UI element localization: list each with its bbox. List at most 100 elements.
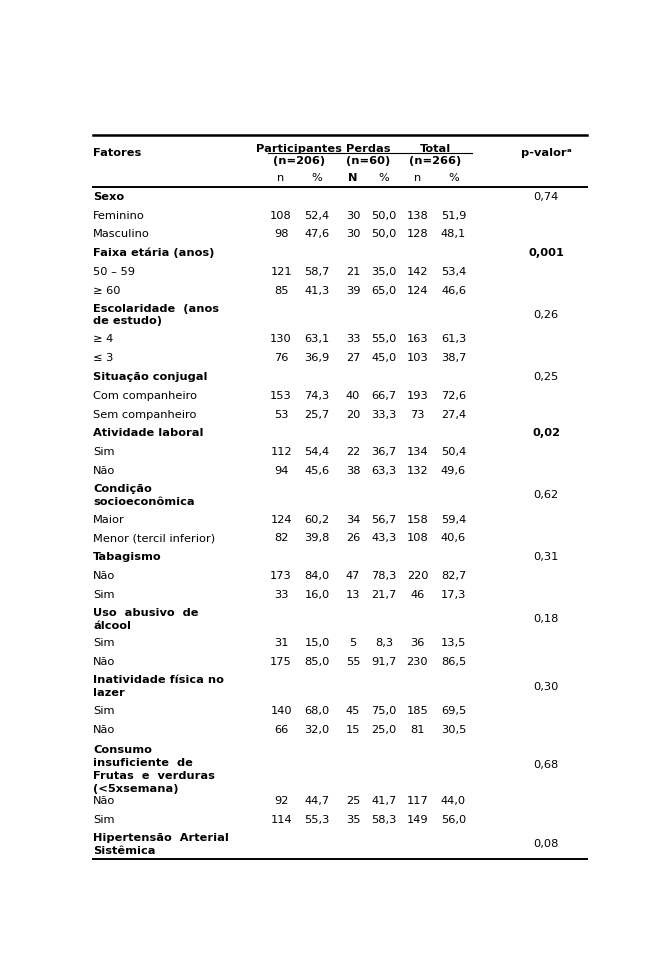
Text: Feminino: Feminino: [93, 211, 145, 221]
Text: 82,7: 82,7: [441, 571, 466, 581]
Text: 30: 30: [346, 229, 361, 239]
Text: ≥ 60: ≥ 60: [93, 286, 121, 295]
Text: 61,3: 61,3: [441, 334, 466, 344]
Text: Masculino: Masculino: [93, 229, 150, 239]
Text: 58,3: 58,3: [371, 815, 396, 824]
Text: 0,74: 0,74: [533, 191, 559, 202]
Text: Não: Não: [93, 571, 116, 581]
Text: 13,5: 13,5: [441, 639, 466, 648]
Text: 55,0: 55,0: [371, 334, 396, 344]
Text: 34: 34: [346, 514, 361, 525]
Text: 60,2: 60,2: [305, 514, 330, 525]
Text: 36,9: 36,9: [305, 353, 330, 364]
Text: 153: 153: [270, 391, 292, 400]
Text: 149: 149: [406, 815, 428, 824]
Text: 140: 140: [270, 706, 292, 716]
Text: Faixa etária (anos): Faixa etária (anos): [93, 248, 214, 259]
Text: 47: 47: [346, 571, 361, 581]
Text: 54,4: 54,4: [305, 447, 330, 457]
Text: 63,3: 63,3: [371, 466, 396, 476]
Text: 25: 25: [346, 796, 361, 806]
Text: %: %: [378, 173, 389, 183]
Text: 56,0: 56,0: [441, 815, 466, 824]
Text: 117: 117: [406, 796, 428, 806]
Text: 33: 33: [274, 590, 288, 600]
Text: 55: 55: [346, 657, 361, 667]
Text: 59,4: 59,4: [441, 514, 466, 525]
Text: 40: 40: [346, 391, 361, 400]
Text: 66: 66: [274, 725, 288, 735]
Text: 50,4: 50,4: [441, 447, 466, 457]
Text: 72,6: 72,6: [441, 391, 466, 400]
Text: Situação conjugal: Situação conjugal: [93, 372, 208, 382]
Text: 84,0: 84,0: [305, 571, 330, 581]
Text: Sim: Sim: [93, 639, 115, 648]
Text: 220: 220: [407, 571, 428, 581]
Text: 108: 108: [270, 211, 292, 221]
Text: 108: 108: [406, 534, 428, 543]
Text: 75,0: 75,0: [371, 706, 396, 716]
Text: 51,9: 51,9: [441, 211, 466, 221]
Text: 142: 142: [407, 267, 428, 277]
Text: N: N: [349, 173, 358, 183]
Text: 40,6: 40,6: [441, 534, 466, 543]
Text: 0,25: 0,25: [533, 372, 559, 382]
Text: 0,30: 0,30: [533, 681, 559, 692]
Text: 58,7: 58,7: [305, 267, 330, 277]
Text: 36,7: 36,7: [371, 447, 396, 457]
Text: Consumo
insuficiente  de
Frutas  e  verduras
(<5xsemana): Consumo insuficiente de Frutas e verdura…: [93, 746, 215, 794]
Text: 134: 134: [406, 447, 428, 457]
Text: Não: Não: [93, 466, 116, 476]
Text: 112: 112: [270, 447, 292, 457]
Text: 76: 76: [274, 353, 288, 364]
Text: 175: 175: [270, 657, 292, 667]
Text: 56,7: 56,7: [371, 514, 396, 525]
Text: 25,7: 25,7: [305, 409, 330, 420]
Text: 27,4: 27,4: [441, 409, 466, 420]
Text: Participantes
(n=206): Participantes (n=206): [256, 144, 342, 166]
Text: %: %: [312, 173, 323, 183]
Text: 30: 30: [346, 211, 361, 221]
Text: 31: 31: [274, 639, 288, 648]
Text: 45: 45: [346, 706, 361, 716]
Text: 124: 124: [270, 514, 292, 525]
Text: 47,6: 47,6: [305, 229, 330, 239]
Text: 63,1: 63,1: [305, 334, 330, 344]
Text: 46,6: 46,6: [441, 286, 466, 295]
Text: 55,3: 55,3: [305, 815, 330, 824]
Text: 69,5: 69,5: [441, 706, 466, 716]
Text: 17,3: 17,3: [441, 590, 466, 600]
Text: 36: 36: [410, 639, 425, 648]
Text: 0,31: 0,31: [533, 552, 559, 562]
Text: 138: 138: [406, 211, 428, 221]
Text: Hipertensão  Arterial
Sistêmica: Hipertensão Arterial Sistêmica: [93, 833, 229, 855]
Text: Tabagismo: Tabagismo: [93, 552, 162, 562]
Text: Sim: Sim: [93, 447, 115, 457]
Text: 39: 39: [346, 286, 361, 295]
Text: 0,001: 0,001: [528, 248, 564, 259]
Text: 124: 124: [407, 286, 428, 295]
Text: 25,0: 25,0: [371, 725, 396, 735]
Text: Maior: Maior: [93, 514, 125, 525]
Text: Fatores: Fatores: [93, 148, 141, 157]
Text: 44,7: 44,7: [305, 796, 330, 806]
Text: Não: Não: [93, 725, 116, 735]
Text: 41,7: 41,7: [371, 796, 396, 806]
Text: 38,7: 38,7: [441, 353, 466, 364]
Text: 66,7: 66,7: [371, 391, 396, 400]
Text: 20: 20: [346, 409, 361, 420]
Text: 74,3: 74,3: [305, 391, 330, 400]
Text: 32,0: 32,0: [305, 725, 330, 735]
Text: Atividade laboral: Atividade laboral: [93, 429, 204, 438]
Text: 5: 5: [349, 639, 357, 648]
Text: Inatividade física no
lazer: Inatividade física no lazer: [93, 676, 224, 698]
Text: 50,0: 50,0: [371, 211, 396, 221]
Text: 158: 158: [406, 514, 428, 525]
Text: 21: 21: [346, 267, 361, 277]
Text: 173: 173: [270, 571, 292, 581]
Text: Condição
socioeconômica: Condição socioeconômica: [93, 484, 195, 506]
Text: 91,7: 91,7: [371, 657, 396, 667]
Text: 27: 27: [346, 353, 361, 364]
Text: 53,4: 53,4: [441, 267, 466, 277]
Text: n: n: [278, 173, 285, 183]
